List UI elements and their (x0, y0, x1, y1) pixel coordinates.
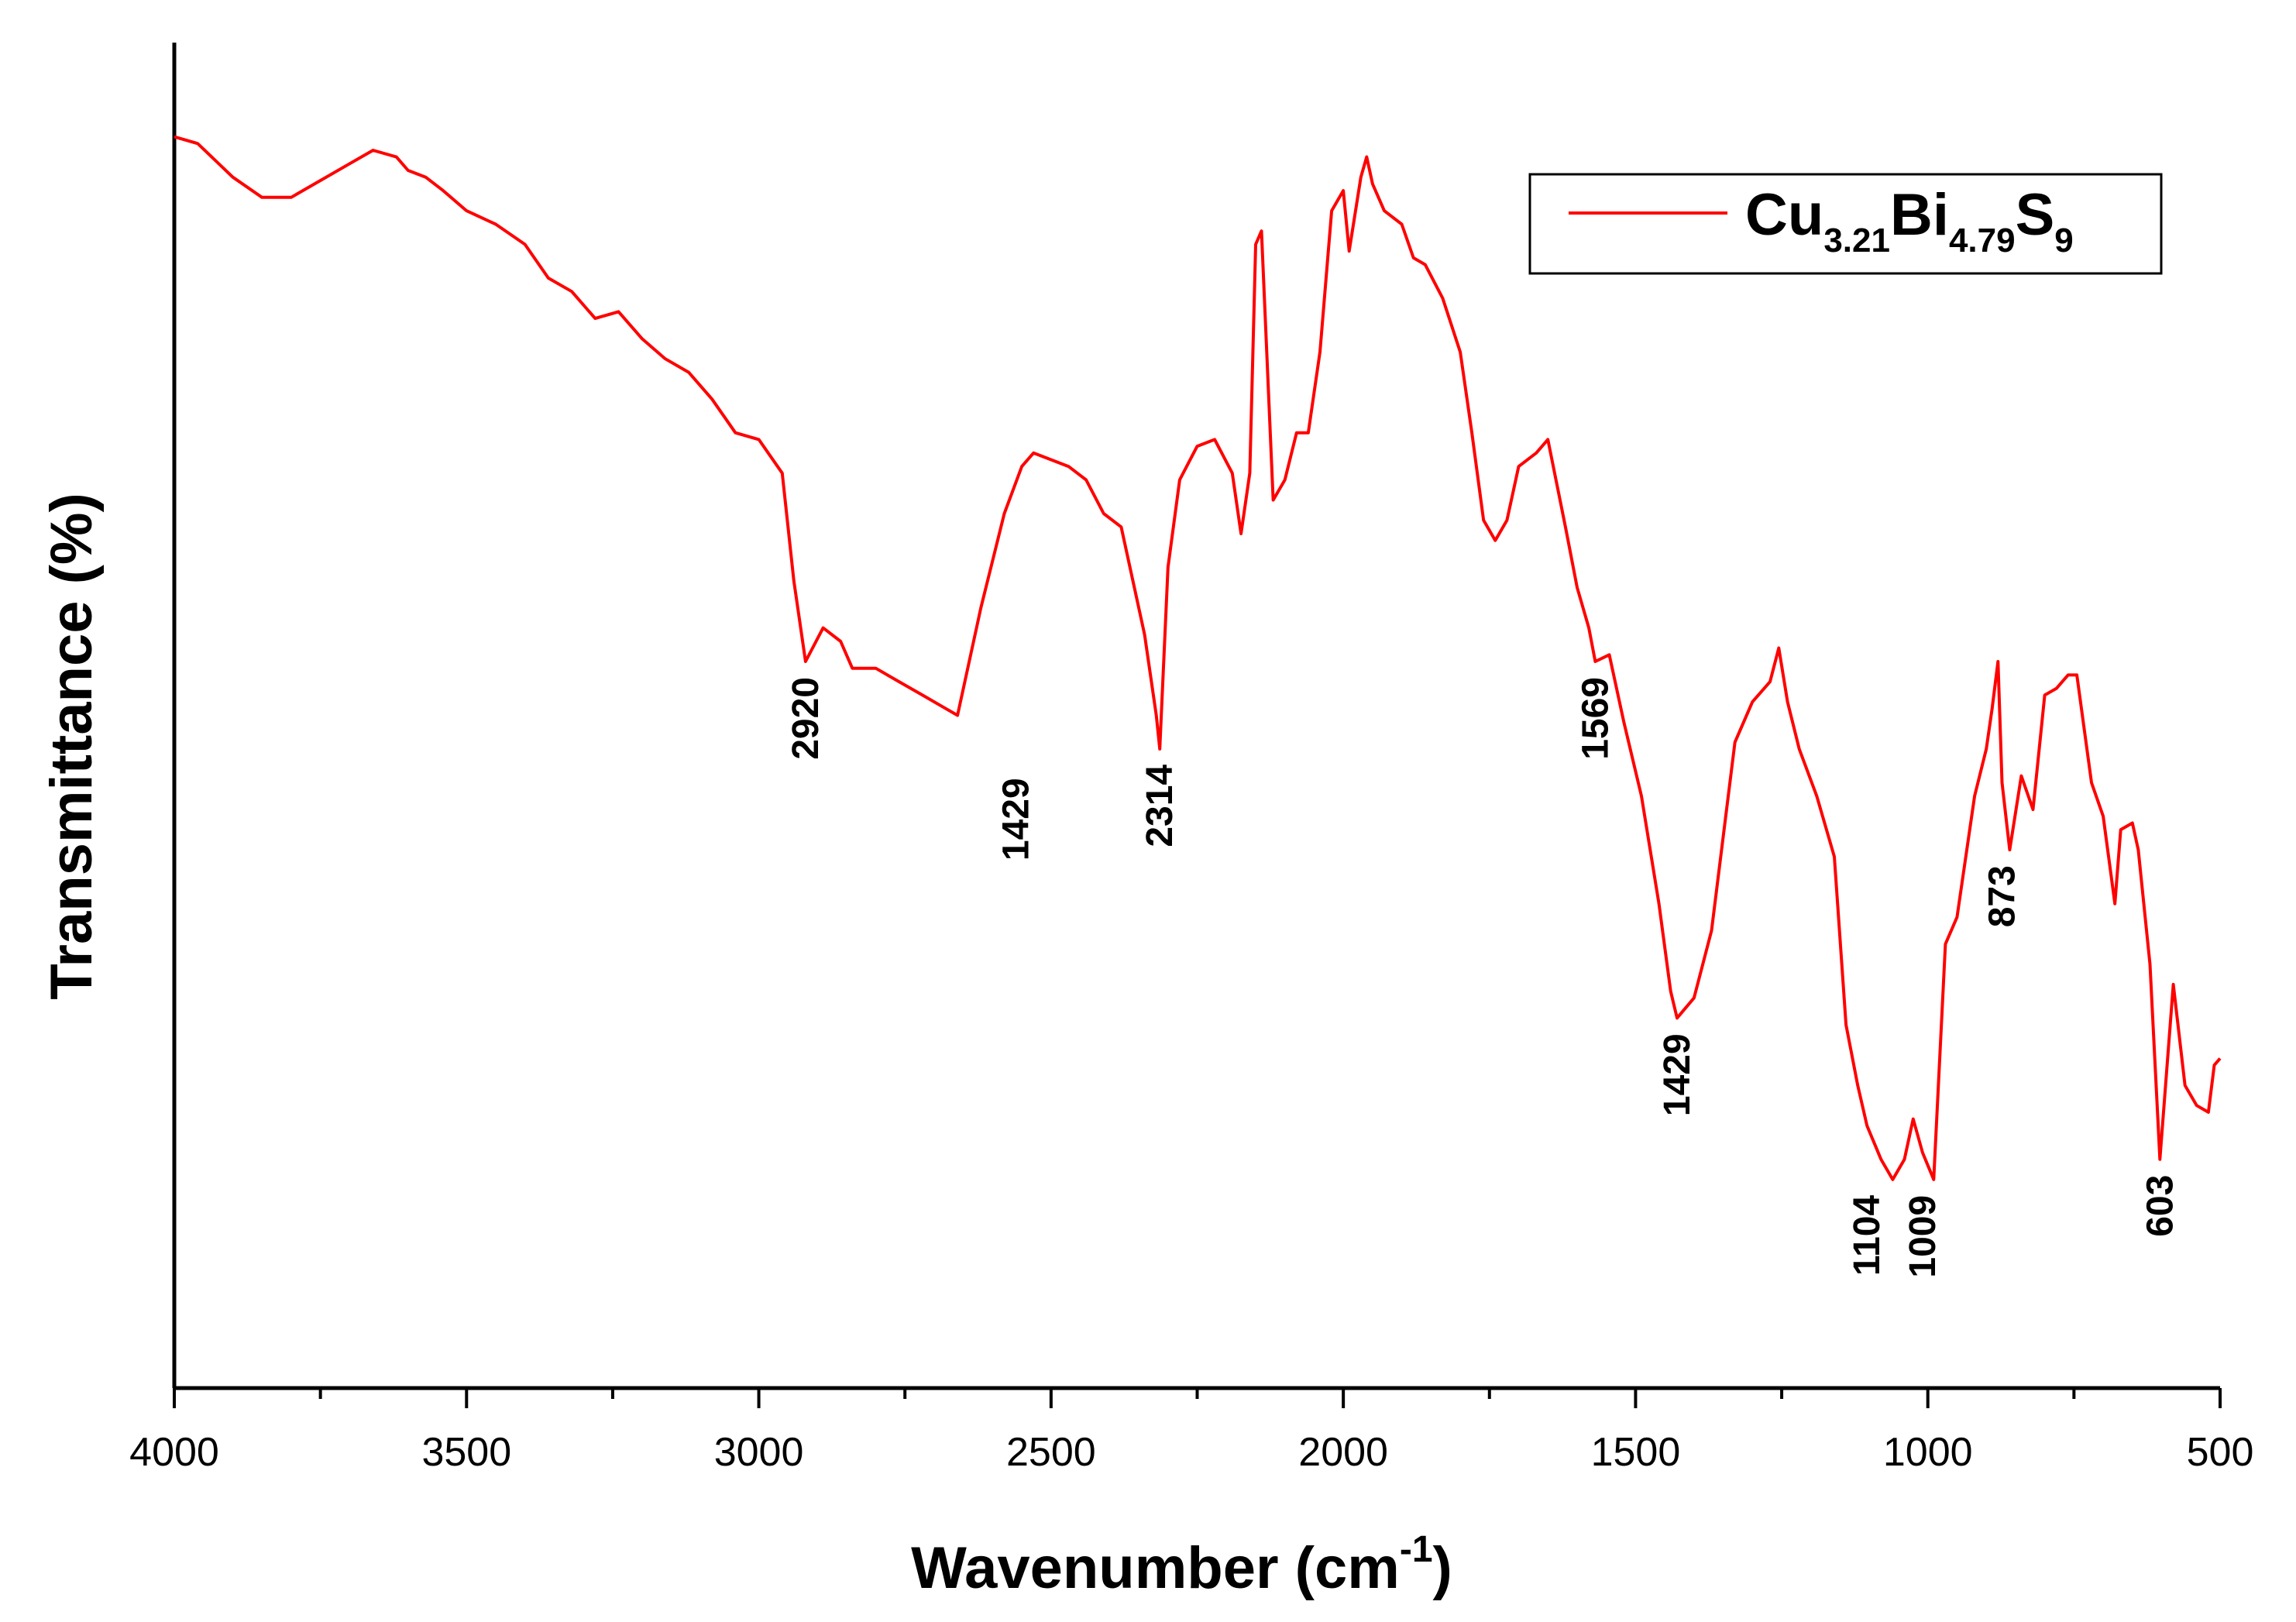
peak-label: 603 (2140, 1175, 2181, 1237)
series-layer (174, 135, 2222, 1181)
peak-label: 1569 (1575, 677, 1616, 760)
peak-label: 873 (1982, 865, 2023, 927)
x-tick-label: 3000 (714, 1430, 804, 1475)
x-tick-label: 4000 (129, 1430, 219, 1475)
annotation-layer: 2920 1429 2314 1569 1429 1104 1009 873 603 (785, 677, 2181, 1278)
axes: 4000 3500 3000 2500 2000 1500 1000 500 Wavenumbe… (39, 43, 2253, 1601)
series-line (174, 135, 2222, 1181)
peak-label: 1429 (996, 778, 1037, 861)
x-axis-title: Wavenumber (cm-1) (911, 1529, 1452, 1601)
y-axis-title: Transmittance (%) (39, 493, 105, 1000)
legend: Cu3.21Bi4.79S9 (1528, 173, 2163, 275)
x-tick-label: 1000 (1883, 1430, 1973, 1475)
x-tick-label: 2500 (1006, 1430, 1096, 1475)
legend-label: Cu3.21Bi4.79S9 (1745, 182, 2074, 259)
x-tick-label: 2000 (1298, 1430, 1388, 1475)
x-tick-label: 1500 (1591, 1430, 1681, 1475)
legend-box (1528, 173, 2163, 275)
x-tick-label: 500 (2187, 1430, 2254, 1475)
x-tick-label: 3500 (421, 1430, 511, 1475)
peak-label: 2920 (785, 677, 827, 760)
peak-label: 1429 (1657, 1033, 1698, 1116)
peak-label: 1009 (1902, 1195, 1944, 1278)
peak-label: 1104 (1847, 1195, 1888, 1276)
peak-label: 2314 (1139, 765, 1181, 847)
